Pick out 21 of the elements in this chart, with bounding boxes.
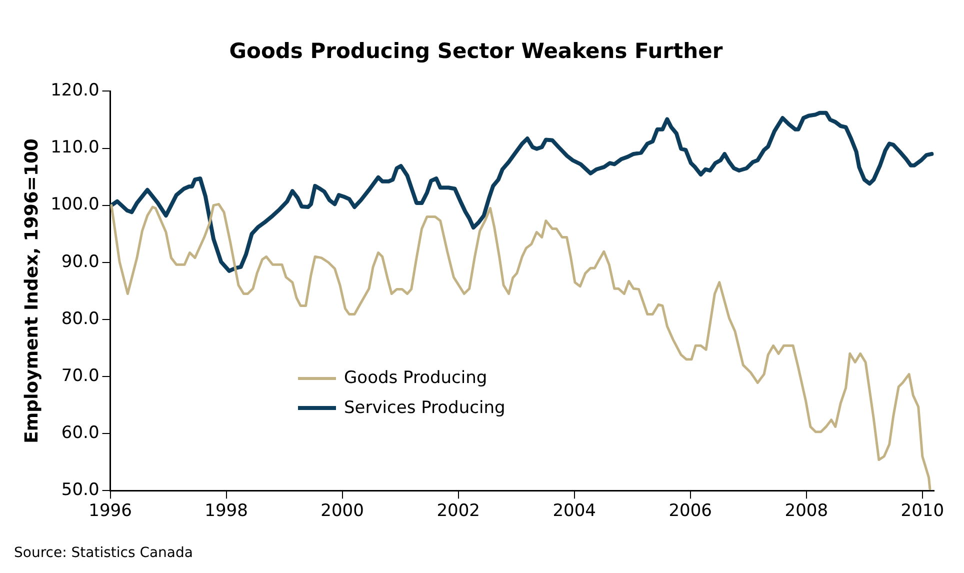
chart-title: Goods Producing Sector Weakens Further — [229, 39, 724, 64]
y-tick-label: 80.0 — [61, 308, 100, 329]
y-tick-label: 100.0 — [50, 194, 100, 215]
x-tick-label: 2002 — [436, 501, 480, 522]
y-tick-label: 50.0 — [61, 480, 100, 500]
x-tick-label: 1998 — [204, 501, 248, 522]
y-tick-label: 60.0 — [61, 422, 100, 443]
source-note: Source: Statistics Canada — [14, 545, 193, 561]
y-axis-title: Employment Index, 1996=100 — [21, 138, 42, 444]
x-tick-label: 2006 — [668, 501, 712, 522]
y-tick-label: 70.0 — [61, 366, 100, 386]
x-tick-label: 2008 — [784, 501, 828, 522]
legend-label: Services Producing — [344, 397, 506, 420]
legend-label: Goods Producing — [344, 367, 488, 390]
y-tick-label: 90.0 — [61, 252, 100, 272]
y-tick-label: 110.0 — [50, 138, 100, 158]
x-tick-label: 1996 — [88, 501, 132, 522]
x-tick-label: 2010 — [900, 501, 944, 522]
x-tick-label: 2004 — [552, 501, 596, 522]
x-tick-label: 2000 — [320, 501, 364, 522]
y-tick-label: 120.0 — [50, 80, 100, 101]
